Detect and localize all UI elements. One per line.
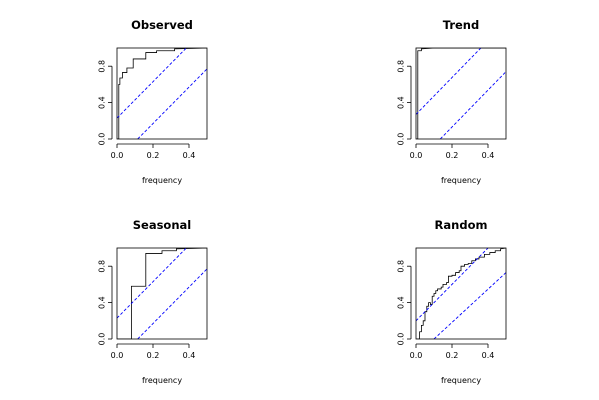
x-tick-label: 0.0: [410, 151, 423, 160]
y-tick-label: 0.0: [397, 333, 406, 346]
x-tick-label: 0.0: [111, 151, 124, 160]
plot-lines: [117, 48, 207, 139]
y-tick-label: 0.0: [397, 133, 406, 146]
x-tick-label: 0.0: [111, 351, 124, 360]
panel-observed: Observed 0.0 0.2 0.4 frequency 0.0 0.4 0.8: [98, 18, 208, 185]
panel-title: Random: [435, 218, 488, 232]
panel-title: Trend: [443, 18, 479, 32]
cumulative-periodogram-line: [117, 48, 207, 139]
plot-frame: [116, 47, 208, 140]
x-axis-title: frequency: [142, 176, 182, 185]
y-axis: 0.0 0.4 0.8: [98, 60, 113, 146]
confidence-band-lower-line: [137, 68, 207, 139]
panel-title: Observed: [131, 18, 193, 32]
panel-seasonal: Seasonal 0.0 0.2 0.4 frequency 0.0 0.4 0.8: [98, 218, 208, 385]
plot-lines: [117, 248, 207, 339]
x-tick-label: 0.4: [482, 351, 495, 360]
confidence-band-upper-line: [416, 248, 489, 322]
x-axis: 0.0 0.2 0.4 frequency: [111, 343, 196, 385]
x-tick-label: 0.2: [446, 151, 459, 160]
plot-frame: [415, 47, 507, 140]
x-axis-title: frequency: [142, 376, 182, 385]
y-tick-label: 0.0: [98, 333, 107, 346]
x-tick-label: 0.2: [147, 351, 160, 360]
x-tick-label: 0.4: [183, 351, 196, 360]
cumulative-periodogram-line: [416, 48, 506, 139]
confidence-band-lower-line: [439, 72, 506, 139]
confidence-band-lower-line: [137, 268, 207, 339]
x-axis: 0.0 0.2 0.4 frequency: [410, 343, 495, 385]
y-tick-label: 0.4: [98, 296, 107, 309]
x-tick-label: 0.2: [147, 151, 160, 160]
panel-title: Seasonal: [133, 218, 191, 232]
x-tick-label: 0.4: [183, 151, 196, 160]
confidence-band-upper-line: [416, 48, 482, 115]
plot-lines: [416, 48, 506, 139]
y-axis: 0.0 0.4 0.8: [397, 60, 412, 146]
plot-frame: [116, 247, 208, 340]
cumulative-periodogram-line: [117, 248, 207, 339]
y-tick-label: 0.8: [397, 260, 406, 273]
plot-lines: [416, 248, 506, 339]
plot-frame: [415, 247, 507, 340]
y-tick-label: 0.4: [98, 96, 107, 109]
y-tick-label: 0.8: [397, 60, 406, 73]
x-axis-title: frequency: [441, 176, 481, 185]
x-tick-label: 0.2: [446, 351, 459, 360]
y-axis: 0.0 0.4 0.8: [397, 260, 412, 346]
panel-random: Random 0.0 0.2 0.4 frequency 0.0 0.4 0.8: [397, 218, 507, 385]
y-tick-label: 0.8: [98, 260, 107, 273]
y-axis: 0.0 0.4 0.8: [98, 260, 113, 346]
y-tick-label: 0.4: [397, 296, 406, 309]
x-tick-label: 0.4: [482, 151, 495, 160]
x-axis: 0.0 0.2 0.4 frequency: [410, 143, 495, 185]
x-axis-title: frequency: [441, 376, 481, 385]
y-tick-label: 0.0: [98, 133, 107, 146]
x-axis: 0.0 0.2 0.4 frequency: [111, 143, 196, 185]
panel-trend: Trend 0.0 0.2 0.4 frequency 0.0 0.4 0.8: [397, 18, 507, 185]
cumulative-periodogram-line: [416, 248, 506, 339]
y-tick-label: 0.8: [98, 60, 107, 73]
confidence-band-upper-line: [117, 248, 187, 319]
y-tick-label: 0.4: [397, 96, 406, 109]
confidence-band-lower-line: [433, 272, 506, 339]
confidence-band-upper-line: [117, 48, 187, 119]
x-tick-label: 0.0: [410, 351, 423, 360]
